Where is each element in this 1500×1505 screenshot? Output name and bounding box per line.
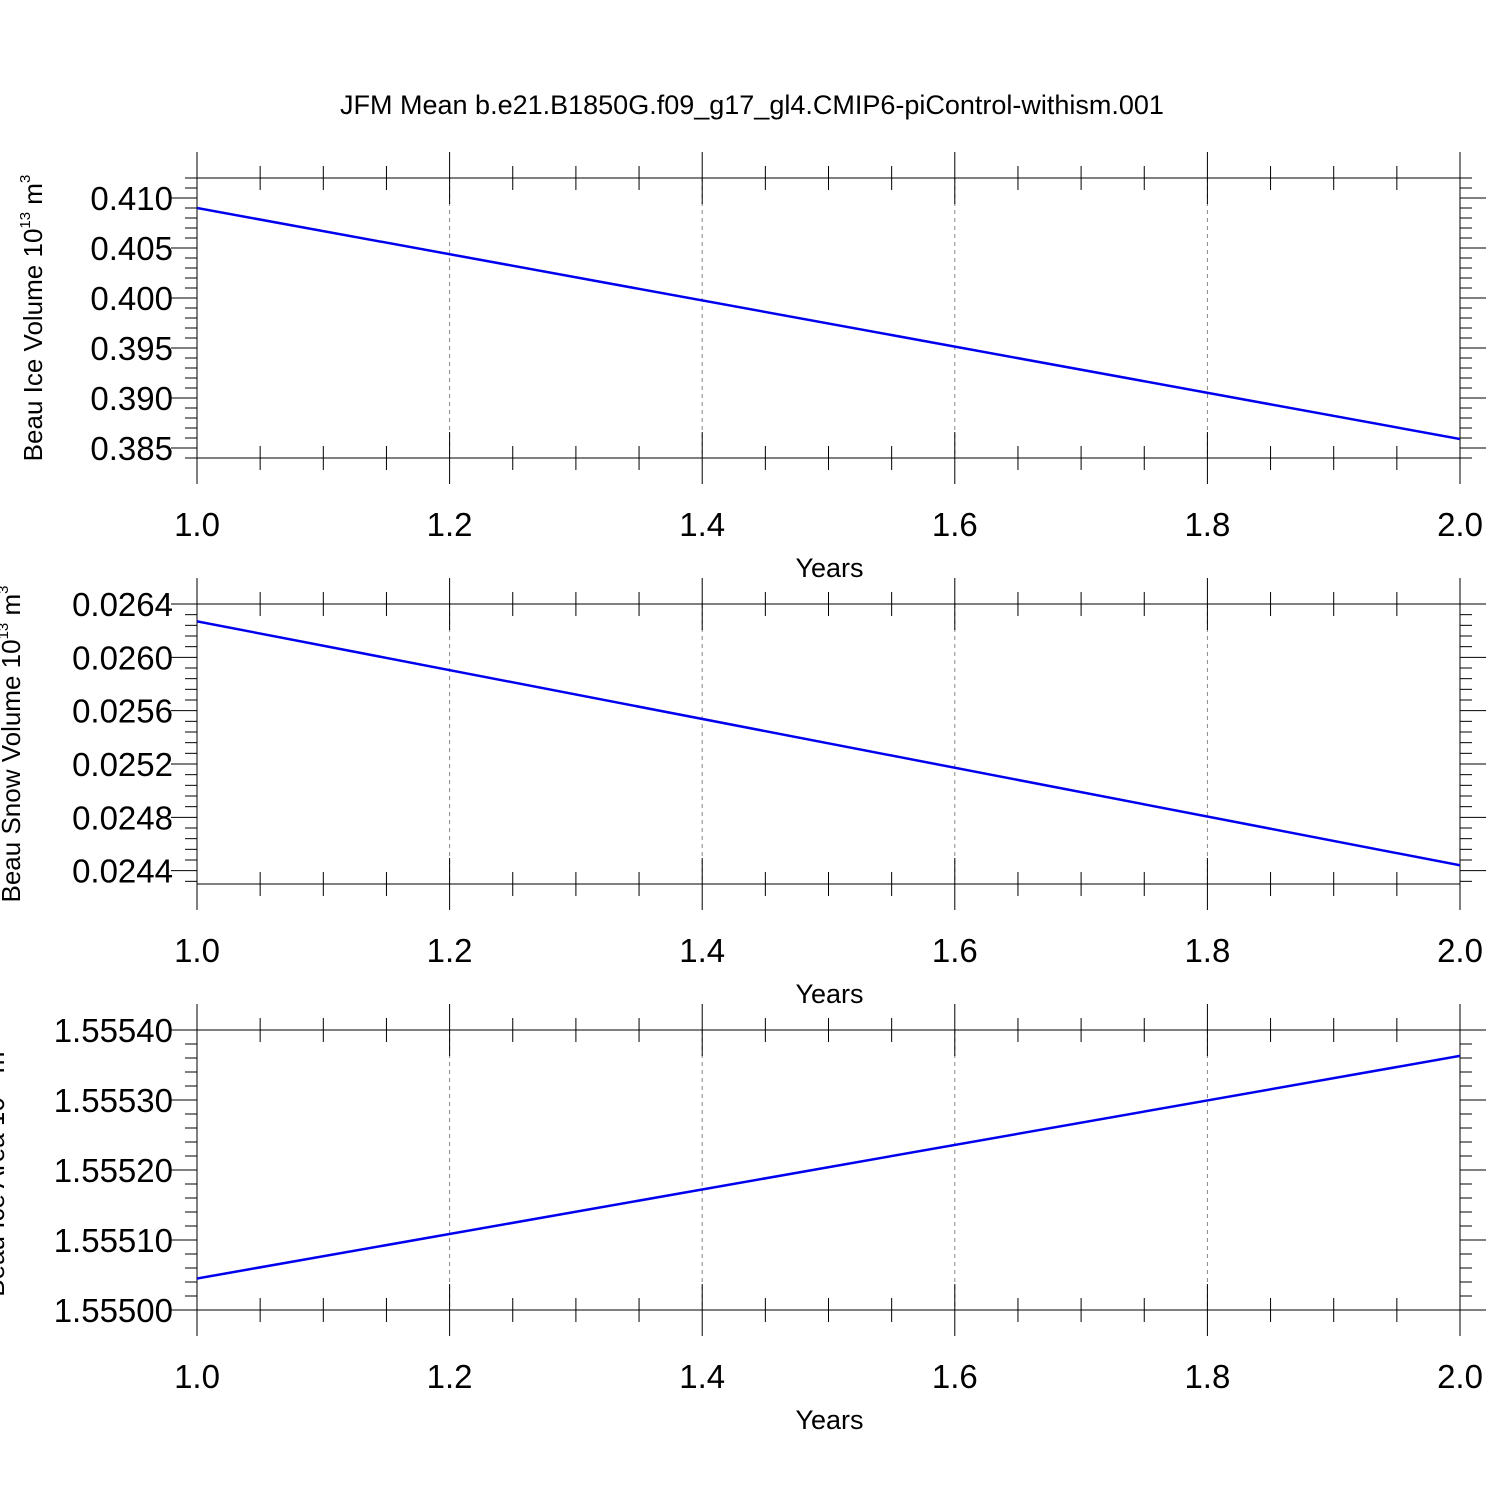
x-tick-label: 1.8 bbox=[1184, 932, 1230, 969]
chart-panel-2: 1.0 1.2 1.4 1.6 1.8 2.0 0.0244 0.0248 0.0252 0.02… bbox=[0, 578, 1486, 1009]
x-tick-label: 1.0 bbox=[174, 932, 220, 969]
y-tick-label: 0.0256 bbox=[72, 693, 173, 730]
x-tick-label: 2.0 bbox=[1437, 506, 1483, 543]
y-tick-label: 1.55540 bbox=[54, 1012, 173, 1049]
plot-frame bbox=[196, 177, 1461, 459]
y-axis-label: Beau Ice Volume 1013 m3 bbox=[17, 175, 48, 462]
figure-title: JFM Mean b.e21.B1850G.f09_g17_gl4.CMIP6-… bbox=[340, 90, 1164, 120]
x-tick-label: 1.8 bbox=[1184, 1358, 1230, 1395]
chart-panel-1: 1.0 1.2 1.4 1.6 1.8 2.0 0.385 0.390 0.395 0.400 0.… bbox=[17, 152, 1486, 583]
y-tick-label: 0.0252 bbox=[72, 746, 173, 783]
x-tick-label: 1.0 bbox=[174, 506, 220, 543]
y-tick-label: 0.0244 bbox=[72, 853, 173, 890]
y-tick-label: 0.400 bbox=[90, 280, 173, 317]
y-tick-label: 0.410 bbox=[90, 180, 173, 217]
x-tick-label: 1.6 bbox=[932, 1358, 978, 1395]
x-tick-label: 1.8 bbox=[1184, 506, 1230, 543]
x-axis-label: Years bbox=[795, 553, 863, 583]
series-line-1 bbox=[197, 1054, 1460, 1280]
y-tick-label: 0.395 bbox=[90, 330, 173, 367]
y-tick-label: 0.405 bbox=[90, 230, 173, 267]
x-tick-label: 2.0 bbox=[1437, 1358, 1483, 1395]
x-tick-label: 2.0 bbox=[1437, 932, 1483, 969]
y-axis-label: Beau Snow Volume 1013 m3 bbox=[0, 586, 26, 903]
chart-panel-3: 1.0 1.2 1.4 1.6 1.8 2.0 1.55500 1.55510 1.55520 1… bbox=[0, 1004, 1486, 1435]
x-tick-label: 1.4 bbox=[679, 932, 725, 969]
y-tick-label: 1.55530 bbox=[54, 1082, 173, 1119]
y-tick-label: 0.0248 bbox=[72, 799, 173, 836]
y-axis-label: Beau Ice Area 1013 m2 bbox=[0, 1043, 10, 1296]
x-tick-label: 1.2 bbox=[427, 1358, 473, 1395]
y-tick-label: 1.55510 bbox=[54, 1222, 173, 1259]
x-tick-label: 1.4 bbox=[679, 1358, 725, 1395]
x-axis-label: Years bbox=[795, 979, 863, 1009]
y-tick-label: 0.0260 bbox=[72, 639, 173, 676]
x-axis-label: Years bbox=[795, 1405, 863, 1435]
plot-frame bbox=[196, 1029, 1461, 1311]
x-tick-label: 1.2 bbox=[427, 932, 473, 969]
y-tick-label: 0.390 bbox=[90, 380, 173, 417]
y-tick-label: 0.385 bbox=[90, 430, 173, 467]
x-tick-label: 1.4 bbox=[679, 506, 725, 543]
y-tick-label: 0.0264 bbox=[72, 586, 173, 623]
x-tick-label: 1.6 bbox=[932, 932, 978, 969]
x-tick-label: 1.6 bbox=[932, 506, 978, 543]
x-tick-label: 1.2 bbox=[427, 506, 473, 543]
y-tick-label: 1.55500 bbox=[54, 1292, 173, 1329]
x-tick-label: 1.0 bbox=[174, 1358, 220, 1395]
series-line-1 bbox=[197, 206, 1460, 441]
y-tick-label: 1.55520 bbox=[54, 1152, 173, 1189]
series-line-1 bbox=[197, 620, 1460, 867]
